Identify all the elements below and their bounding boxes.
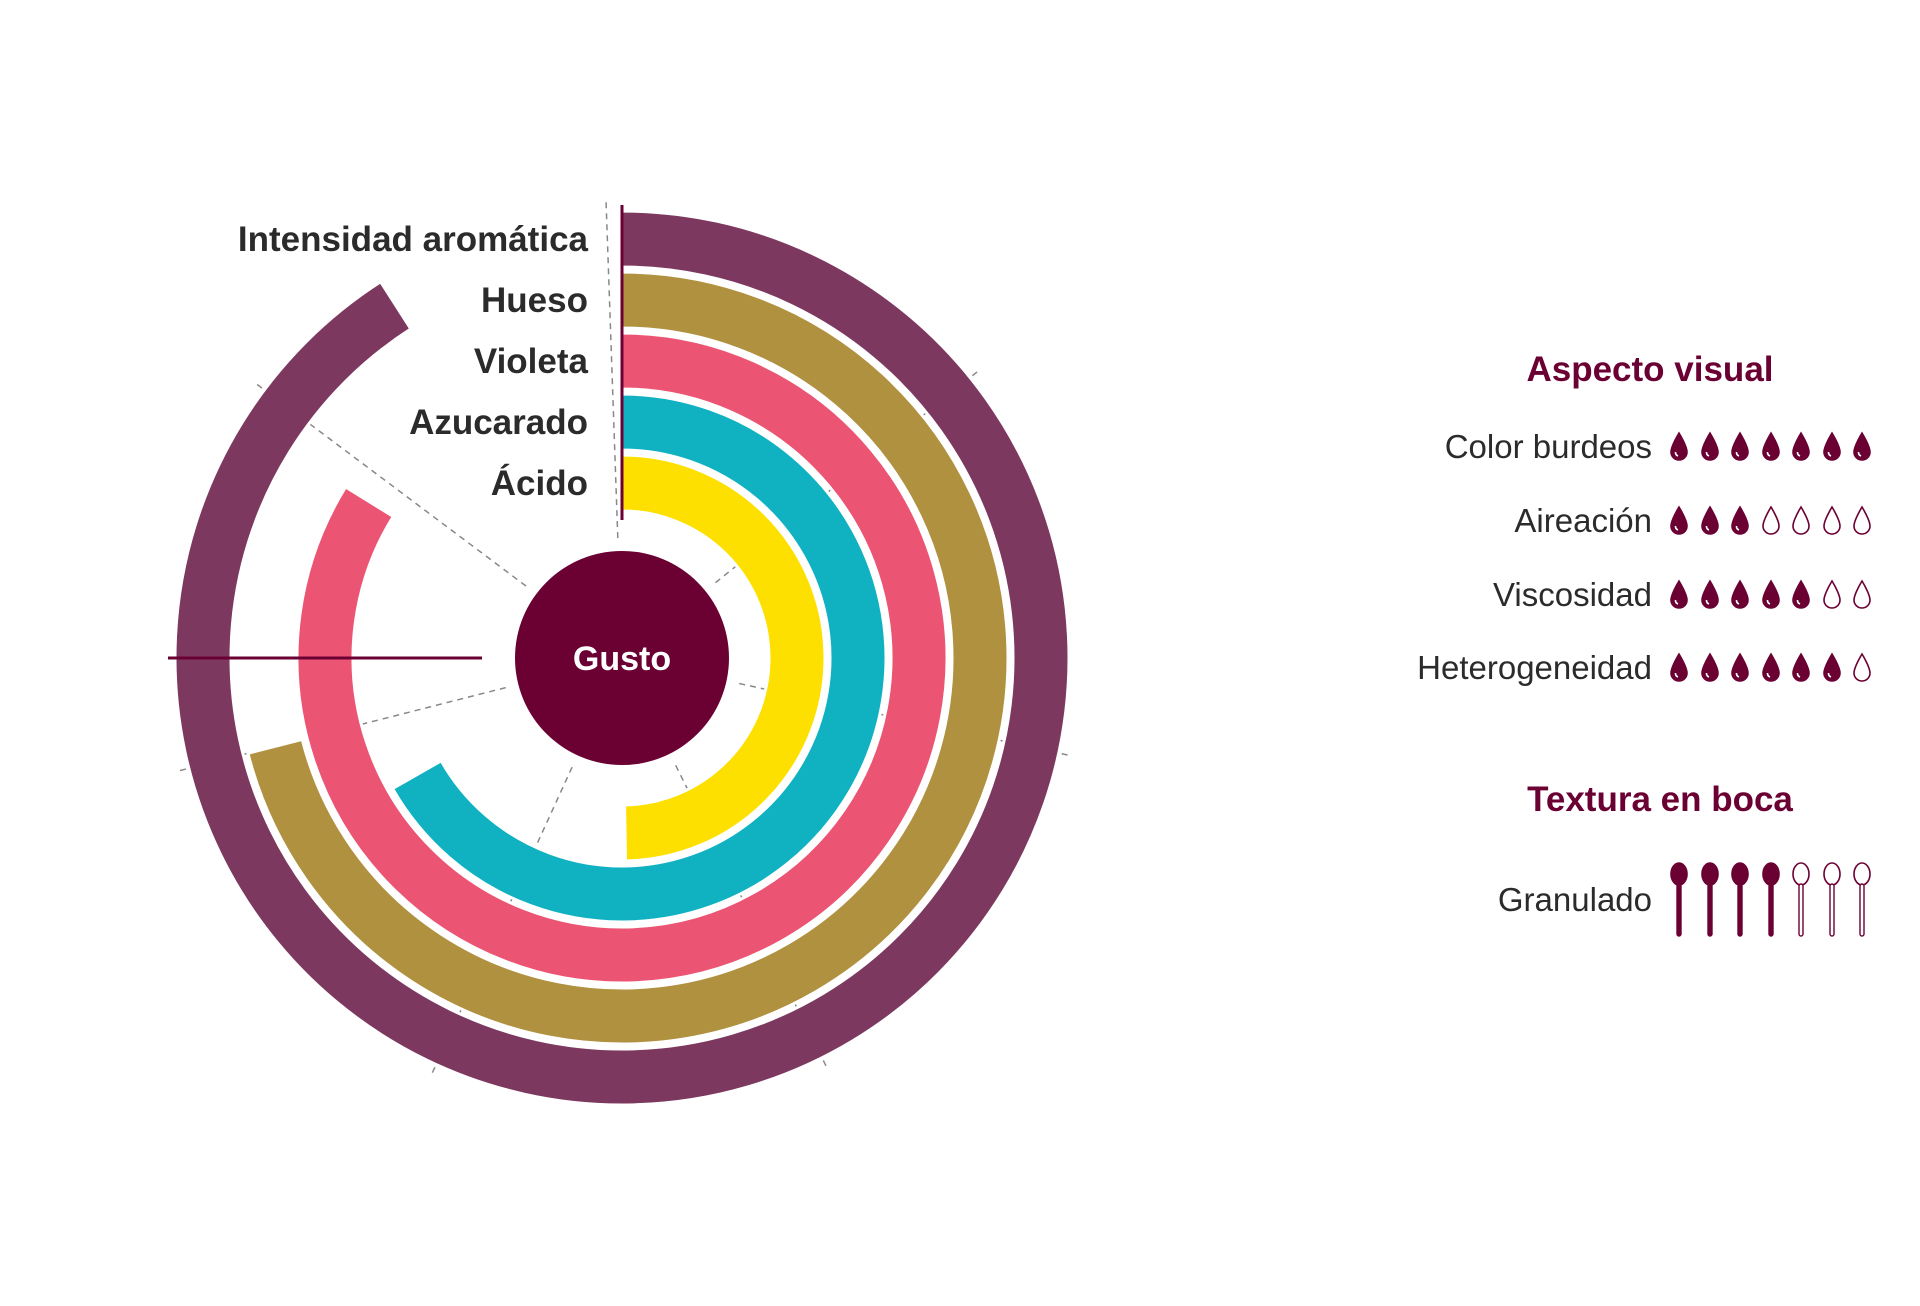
drop-icon — [1853, 652, 1871, 682]
drop-icon — [1700, 505, 1719, 535]
spoon-icon — [1731, 862, 1749, 937]
spoon-icon — [1761, 862, 1780, 937]
ring-label-3: Violeta — [474, 342, 589, 381]
drop-icon — [1822, 579, 1841, 609]
aspecto-row: Viscosidad — [1300, 575, 1882, 615]
ring-bar-4 — [390, 392, 888, 924]
spoon-rating — [1668, 861, 1882, 939]
drop-icon — [1822, 652, 1841, 682]
drop-icon — [1731, 431, 1749, 461]
spoon-icon — [1853, 862, 1871, 937]
drop-icon — [1761, 431, 1780, 461]
ring-bar-3 — [295, 331, 949, 985]
drop-icon — [1792, 579, 1810, 609]
aspecto-row: Aireación — [1300, 501, 1882, 541]
textura-row: Granulado — [1300, 860, 1882, 940]
segment-divider-7 — [605, 201, 619, 539]
drop-icon — [1731, 652, 1749, 682]
drop-icon — [1853, 431, 1871, 461]
drop-rating — [1668, 652, 1882, 684]
ring-label-1: Intensidad aromática — [238, 220, 589, 259]
ring-bar-2 — [246, 270, 1010, 1046]
textura-title: Textura en boca — [1527, 780, 1793, 819]
ring-label-2: Hueso — [481, 281, 588, 320]
center-label: Gusto — [573, 640, 671, 678]
drop-rating — [1668, 431, 1882, 463]
drop-icon — [1853, 579, 1871, 609]
aspecto-label: Color burdeos — [1444, 428, 1652, 465]
drop-icon — [1853, 505, 1871, 535]
drop-icon — [1761, 579, 1780, 609]
ring-label-5: Ácido — [491, 463, 588, 503]
drop-icon — [1792, 431, 1810, 461]
drop-icon — [1731, 579, 1749, 609]
spoon-icon — [1792, 862, 1810, 937]
ring-labels: Intensidad aromática Hueso Violeta Azucarad… — [238, 220, 589, 503]
spoon-icon — [1822, 862, 1841, 937]
drop-icon — [1822, 431, 1841, 461]
drop-icon — [1761, 652, 1780, 682]
drop-icon — [1822, 505, 1841, 535]
aspecto-label: Heterogeneidad — [1417, 649, 1652, 686]
drop-icon — [1670, 431, 1688, 461]
drop-rating — [1668, 579, 1882, 611]
drop-icon — [1670, 505, 1688, 535]
drop-icon — [1792, 505, 1810, 535]
drop-icon — [1670, 579, 1688, 609]
drop-icon — [1700, 431, 1719, 461]
aspecto-row: Color burdeos — [1300, 427, 1882, 467]
ring-label-4: Azucarado — [409, 403, 588, 442]
drop-icon — [1700, 579, 1719, 609]
drop-icon — [1700, 652, 1719, 682]
aspecto-row: Heterogeneidad — [1300, 648, 1882, 688]
drop-icon — [1731, 505, 1749, 535]
spoon-icon — [1670, 862, 1688, 937]
drop-icon — [1761, 505, 1780, 535]
aspecto-label: Viscosidad — [1493, 576, 1652, 613]
aspecto-visual-title: Aspecto visual — [1526, 350, 1774, 389]
ring-bar-5 — [620, 453, 827, 863]
drop-rating — [1668, 505, 1882, 537]
center-circle — [515, 551, 729, 765]
ring-bar-1 — [173, 209, 1071, 1107]
rings — [173, 209, 1071, 1107]
aspecto-label: Aireación — [1514, 502, 1652, 539]
spoon-icon — [1700, 862, 1719, 937]
textura-label: Granulado — [1497, 881, 1652, 918]
drop-icon — [1670, 652, 1688, 682]
drop-icon — [1792, 652, 1810, 682]
